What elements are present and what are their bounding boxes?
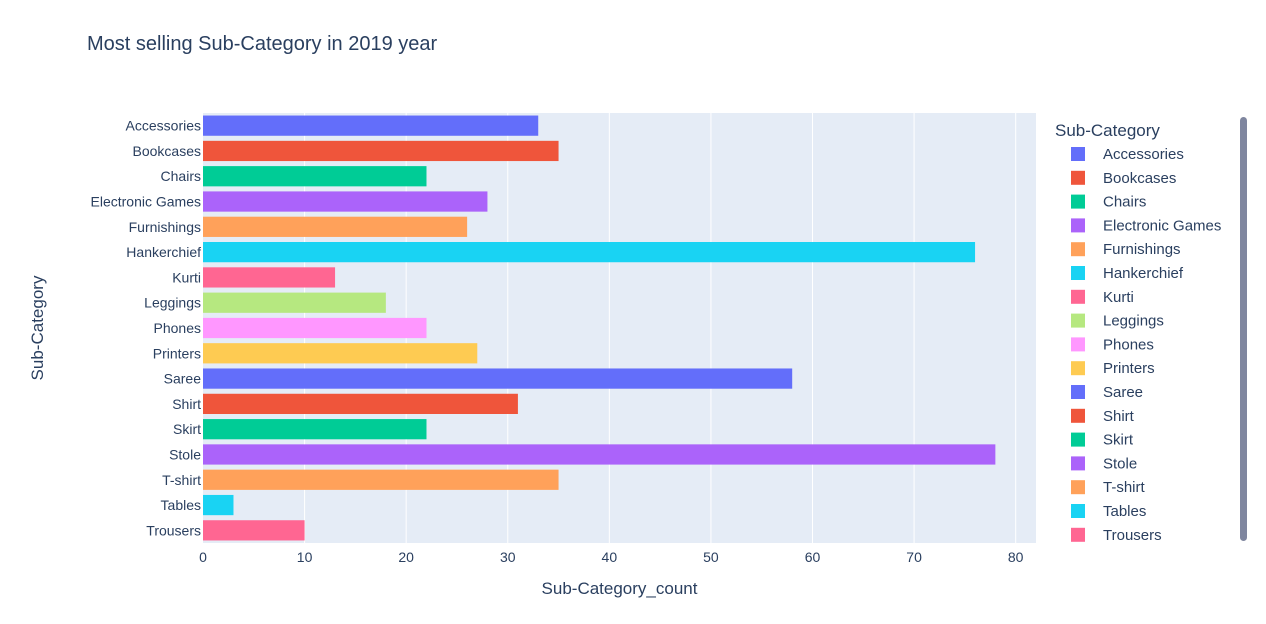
bar[interactable] bbox=[203, 393, 518, 414]
bar[interactable] bbox=[203, 242, 976, 263]
legend-label[interactable]: Leggings bbox=[1103, 313, 1164, 330]
bars bbox=[203, 115, 996, 541]
legend-swatch[interactable] bbox=[1071, 527, 1085, 542]
bar[interactable] bbox=[203, 216, 468, 237]
y-tick-label: Saree bbox=[164, 371, 202, 387]
bar[interactable] bbox=[203, 343, 478, 364]
legend-swatch[interactable] bbox=[1071, 242, 1085, 257]
legend-swatch[interactable] bbox=[1071, 337, 1085, 352]
x-tick-label: 40 bbox=[602, 549, 618, 565]
x-tick-labels: 0 10 20 30 40 50 60 70 80 bbox=[199, 549, 1024, 565]
bar[interactable] bbox=[203, 166, 427, 187]
y-tick-label: Hankerchief bbox=[126, 244, 201, 260]
x-tick-label: 80 bbox=[1008, 549, 1024, 565]
legend-swatch[interactable] bbox=[1071, 147, 1085, 161]
legend-label[interactable]: Trousers bbox=[1103, 527, 1162, 544]
legend-label[interactable]: Shirt bbox=[1103, 408, 1135, 425]
bar[interactable] bbox=[203, 115, 539, 136]
legend-label[interactable]: Phones bbox=[1103, 336, 1154, 353]
bar[interactable] bbox=[203, 520, 305, 541]
legend-label[interactable]: Hankerchief bbox=[1103, 265, 1184, 282]
y-tick-label: Tables bbox=[161, 497, 201, 513]
x-axis-title: Sub-Category_count bbox=[542, 579, 698, 598]
y-axis-title: Sub-Category bbox=[28, 275, 47, 380]
legend-title: Sub-Category bbox=[1055, 121, 1160, 140]
legend-label[interactable]: Saree bbox=[1103, 384, 1143, 401]
bar[interactable] bbox=[203, 419, 427, 440]
y-tick-label: Shirt bbox=[172, 396, 201, 412]
bar[interactable] bbox=[203, 317, 427, 339]
y-tick-label: Printers bbox=[153, 345, 201, 361]
chart-title: Most selling Sub-Category in 2019 year bbox=[87, 33, 438, 55]
legend-label[interactable]: Electronic Games bbox=[1103, 217, 1221, 234]
legend-label[interactable]: Bookcases bbox=[1103, 170, 1176, 187]
bar[interactable] bbox=[203, 191, 488, 212]
legend-swatch[interactable] bbox=[1071, 456, 1085, 471]
y-tick-label: Stole bbox=[169, 446, 201, 462]
bar[interactable] bbox=[203, 494, 234, 516]
legend-swatch[interactable] bbox=[1071, 170, 1085, 185]
legend-swatch[interactable] bbox=[1071, 313, 1085, 328]
legend-swatch[interactable] bbox=[1071, 408, 1085, 423]
legend-swatch[interactable] bbox=[1071, 266, 1085, 280]
x-tick-label: 70 bbox=[906, 549, 922, 565]
legend-swatch[interactable] bbox=[1071, 194, 1085, 209]
legend: Sub-Category Accessories Bookcases Chairs E… bbox=[1055, 121, 1221, 544]
y-tick-label: T-shirt bbox=[162, 472, 201, 488]
legend-label[interactable]: Kurti bbox=[1103, 289, 1134, 306]
y-tick-label: Furnishings bbox=[129, 219, 201, 235]
x-tick-label: 0 bbox=[199, 549, 207, 565]
bar[interactable] bbox=[203, 292, 386, 313]
x-tick-label: 10 bbox=[297, 549, 313, 565]
legend-swatch[interactable] bbox=[1071, 361, 1085, 376]
bar[interactable] bbox=[203, 140, 559, 162]
legend-swatch[interactable] bbox=[1071, 504, 1085, 518]
legend-label[interactable]: Accessories bbox=[1103, 146, 1184, 163]
y-tick-label: Accessories bbox=[126, 118, 201, 134]
legend-label[interactable]: T-shirt bbox=[1103, 479, 1146, 496]
legend-label[interactable]: Skirt bbox=[1103, 432, 1134, 449]
legend-label[interactable]: Stole bbox=[1103, 455, 1137, 472]
legend-swatch[interactable] bbox=[1071, 385, 1085, 399]
y-tick-label: Skirt bbox=[173, 421, 201, 437]
legend-items: Accessories Bookcases Chairs Electronic Gam… bbox=[1071, 146, 1221, 544]
y-tick-label: Electronic Games bbox=[91, 194, 201, 210]
bar[interactable] bbox=[203, 267, 336, 288]
legend-scrollbar[interactable] bbox=[1240, 117, 1247, 541]
y-tick-label: Leggings bbox=[144, 295, 201, 311]
y-tick-label: Trousers bbox=[146, 522, 201, 538]
legend-label[interactable]: Furnishings bbox=[1103, 241, 1181, 258]
y-tick-label: Chairs bbox=[161, 168, 201, 184]
legend-swatch[interactable] bbox=[1071, 218, 1085, 233]
bar[interactable] bbox=[203, 368, 793, 389]
bar[interactable] bbox=[203, 469, 559, 490]
y-tick-label: Phones bbox=[154, 320, 201, 336]
legend-swatch[interactable] bbox=[1071, 432, 1085, 447]
x-tick-label: 20 bbox=[398, 549, 414, 565]
legend-swatch[interactable] bbox=[1071, 480, 1085, 495]
y-tick-labels: Accessories Bookcases Chairs Electronic Gam… bbox=[91, 118, 202, 539]
x-tick-label: 50 bbox=[703, 549, 719, 565]
legend-label[interactable]: Printers bbox=[1103, 360, 1155, 377]
y-tick-label: Bookcases bbox=[133, 143, 201, 159]
y-tick-label: Kurti bbox=[172, 269, 201, 285]
bar[interactable] bbox=[203, 444, 996, 465]
x-tick-label: 30 bbox=[500, 549, 516, 565]
x-tick-label: 60 bbox=[805, 549, 821, 565]
legend-label[interactable]: Tables bbox=[1103, 503, 1146, 520]
legend-swatch[interactable] bbox=[1071, 289, 1085, 304]
legend-label[interactable]: Chairs bbox=[1103, 194, 1146, 211]
